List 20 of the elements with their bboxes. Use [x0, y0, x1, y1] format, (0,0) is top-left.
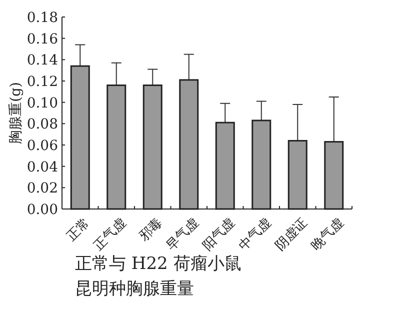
x-tick-label: 中气虚	[236, 215, 274, 254]
y-tick-label: 0.16	[26, 31, 58, 48]
y-tick-label: 0.18	[26, 10, 58, 26]
x-tick-label: 正气虚	[91, 215, 130, 254]
x-tick-label: 晚气虚	[308, 215, 347, 254]
y-tick-label: 0.04	[26, 159, 58, 176]
x-tick-label: 正常	[64, 215, 94, 244]
x-tick-label: 早气虚	[164, 215, 202, 254]
x-tick-label: 阴虚证	[272, 215, 311, 254]
y-tick-label: 0.06	[26, 138, 58, 154]
y-tick-label: 0.00	[26, 202, 58, 218]
y-tick-label: 0.10	[26, 95, 58, 112]
y-tick-label: 0.02	[26, 180, 58, 197]
x-tick-label: 阳气虚	[200, 215, 238, 254]
y-tick-label: 0.14	[26, 52, 58, 69]
x-axis-title: 正常与 H22 荷瘤小鼠昆明种胸腺重量	[75, 253, 242, 301]
x-tick-label: 邪毒	[136, 215, 166, 244]
y-tick-label: 0.12	[26, 74, 58, 90]
y-axis-title: 胸腺重(g)	[8, 82, 24, 144]
y-tick-label: 0.08	[26, 116, 58, 133]
